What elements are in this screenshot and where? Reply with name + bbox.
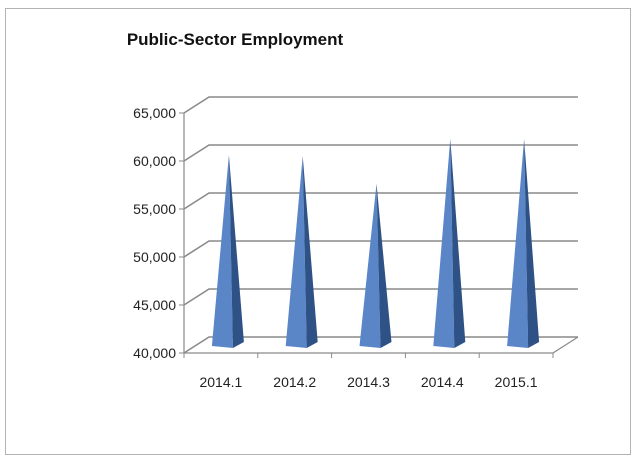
bar (507, 138, 540, 348)
bar-side-face (228, 154, 244, 348)
x-tick-label: 2014.2 (273, 374, 316, 390)
bar-front-face (211, 154, 233, 348)
bar-side-face (524, 138, 540, 348)
x-tick-label: 2014.3 (347, 374, 390, 390)
bar-side-face (376, 183, 392, 348)
bar (285, 155, 318, 348)
x-tick-label: 2014.4 (421, 374, 464, 390)
bar-front-face (359, 183, 381, 348)
bar (359, 183, 392, 348)
gridline (183, 144, 578, 162)
bar-front-face (507, 138, 529, 348)
bar-side-face (302, 155, 318, 348)
y-tick-label: 45,000 (133, 297, 176, 313)
bar-front-face (285, 155, 307, 348)
x-tick-label: 2015.1 (495, 374, 538, 390)
y-tick-label: 55,000 (133, 201, 176, 217)
y-tick-labels: 40,000 45,000 50,000 55,000 60,000 65,000 (133, 105, 176, 361)
x-tick-label: 2014.1 (199, 374, 242, 390)
y-tick-label: 40,000 (133, 345, 176, 361)
bar (211, 154, 244, 348)
chart-title: Public-Sector Employment (126, 30, 344, 49)
y-tick-label: 60,000 (133, 153, 176, 169)
x-tick-labels: 2014.1 2014.2 2014.3 2014.4 2015.1 (199, 374, 537, 390)
bar-side-face (450, 138, 466, 348)
gridline (183, 96, 578, 114)
y-tick-label: 50,000 (133, 249, 176, 265)
axes (179, 112, 579, 358)
bars (211, 138, 540, 348)
y-tick-label: 65,000 (133, 105, 176, 121)
gridline (183, 192, 578, 210)
bar (433, 138, 466, 348)
bar-front-face (433, 138, 455, 348)
